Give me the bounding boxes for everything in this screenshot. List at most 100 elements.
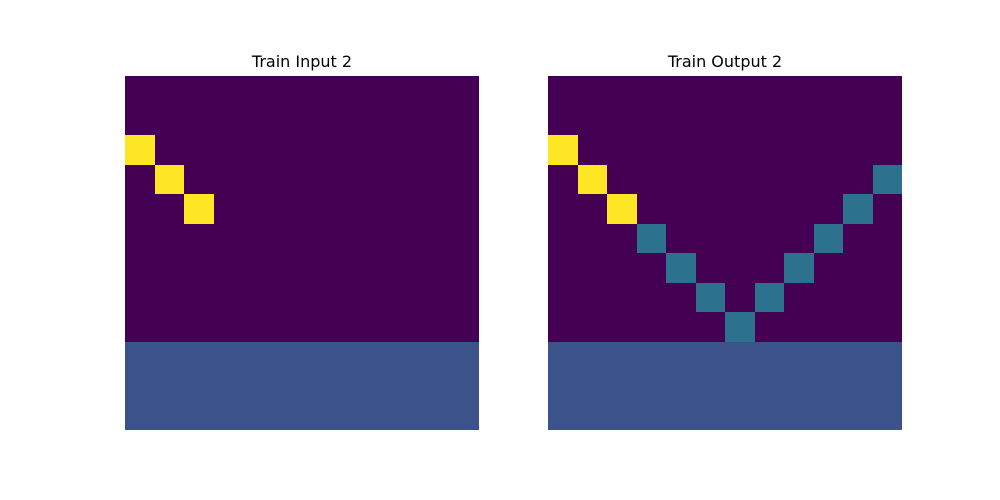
- grid-cell: [577, 194, 607, 224]
- grid-cell: [184, 223, 214, 253]
- grid-cell: [666, 223, 696, 253]
- grid-cell: [636, 105, 666, 135]
- grid-cell: [843, 105, 873, 135]
- grid-cell: [754, 164, 784, 194]
- grid-cell: [154, 312, 184, 342]
- grid-cell: [420, 282, 450, 312]
- grid-cell: [361, 253, 391, 283]
- grid-cell: [577, 164, 607, 194]
- grid-cell: [636, 341, 666, 371]
- grid-cell: [420, 164, 450, 194]
- grid-cell: [636, 194, 666, 224]
- grid-cell: [784, 223, 814, 253]
- grid-cell: [695, 105, 725, 135]
- grid-cell: [184, 341, 214, 371]
- grid-cell: [331, 76, 361, 106]
- grid-cell: [272, 76, 302, 106]
- grid-cell: [331, 253, 361, 283]
- grid-cell: [695, 223, 725, 253]
- grid-cell: [302, 253, 332, 283]
- grid-cell: [449, 223, 479, 253]
- grid-cell: [577, 76, 607, 106]
- grid-cell: [420, 341, 450, 371]
- grid-cell: [184, 164, 214, 194]
- grid-cell: [754, 341, 784, 371]
- grid-cell: [243, 76, 273, 106]
- grid-cell: [243, 105, 273, 135]
- grid-cell: [125, 253, 155, 283]
- grid-cell: [607, 400, 637, 430]
- grid-cell: [636, 371, 666, 401]
- grid-cell: [302, 135, 332, 165]
- grid-cell: [607, 194, 637, 224]
- grid-cell: [695, 341, 725, 371]
- grid-cell: [666, 371, 696, 401]
- grid-cell: [725, 400, 755, 430]
- grid-cell: [607, 282, 637, 312]
- grid-cell: [420, 400, 450, 430]
- grid-cell: [125, 282, 155, 312]
- grid-cell: [390, 105, 420, 135]
- grid-cell: [331, 164, 361, 194]
- panel-title: Train Input 2: [251, 52, 353, 71]
- grid-cell: [125, 312, 155, 342]
- grid-cell: [331, 341, 361, 371]
- grid-cell: [666, 135, 696, 165]
- grid-cell: [725, 371, 755, 401]
- grid-cell: [636, 282, 666, 312]
- grid-cell: [361, 341, 391, 371]
- grid-cell: [331, 312, 361, 342]
- grid-cell: [725, 253, 755, 283]
- grid-cell: [213, 194, 243, 224]
- grid-cell: [390, 400, 420, 430]
- grid-cell: [361, 76, 391, 106]
- grid-cell: [577, 223, 607, 253]
- grid-cell: [843, 164, 873, 194]
- grid-cell: [813, 371, 843, 401]
- grid-cell: [331, 371, 361, 401]
- grid-cell: [813, 282, 843, 312]
- grid-cell: [784, 76, 814, 106]
- grid-cell: [361, 105, 391, 135]
- grid-cell: [843, 341, 873, 371]
- grid-cell: [449, 135, 479, 165]
- grid-cell: [666, 194, 696, 224]
- grid-cell: [548, 400, 578, 430]
- grid-cell: [666, 312, 696, 342]
- grid-cell: [125, 341, 155, 371]
- grid-cell: [548, 194, 578, 224]
- grid-cell: [390, 194, 420, 224]
- grid-cell: [125, 400, 155, 430]
- grid-cell: [213, 105, 243, 135]
- grid-cell: [243, 282, 273, 312]
- grid-cell: [213, 135, 243, 165]
- grid-cell: [361, 223, 391, 253]
- grid-cell: [872, 105, 902, 135]
- grid-cell: [754, 400, 784, 430]
- grid-cell: [154, 76, 184, 106]
- grid-cell: [695, 312, 725, 342]
- grid-cell: [784, 371, 814, 401]
- grid-cell: [272, 194, 302, 224]
- grid-cell: [272, 223, 302, 253]
- grid-cell: [125, 135, 155, 165]
- grid-cell: [243, 223, 273, 253]
- grid-cell: [449, 76, 479, 106]
- grid-cell: [449, 400, 479, 430]
- grid-cell: [331, 400, 361, 430]
- grid-cell: [302, 312, 332, 342]
- grid-cell: [154, 135, 184, 165]
- grid-cell: [607, 312, 637, 342]
- grid-cell: [695, 135, 725, 165]
- grid-cell: [331, 135, 361, 165]
- grid-cell: [420, 312, 450, 342]
- grid-cell: [243, 253, 273, 283]
- grid-cell: [666, 282, 696, 312]
- grid-cell: [843, 371, 873, 401]
- grid-cell: [548, 76, 578, 106]
- grid-cell: [272, 105, 302, 135]
- panel-train-input: Train Input 2: [125, 48, 479, 430]
- grid-cell: [125, 223, 155, 253]
- grid-cell: [154, 164, 184, 194]
- grid-cell: [695, 371, 725, 401]
